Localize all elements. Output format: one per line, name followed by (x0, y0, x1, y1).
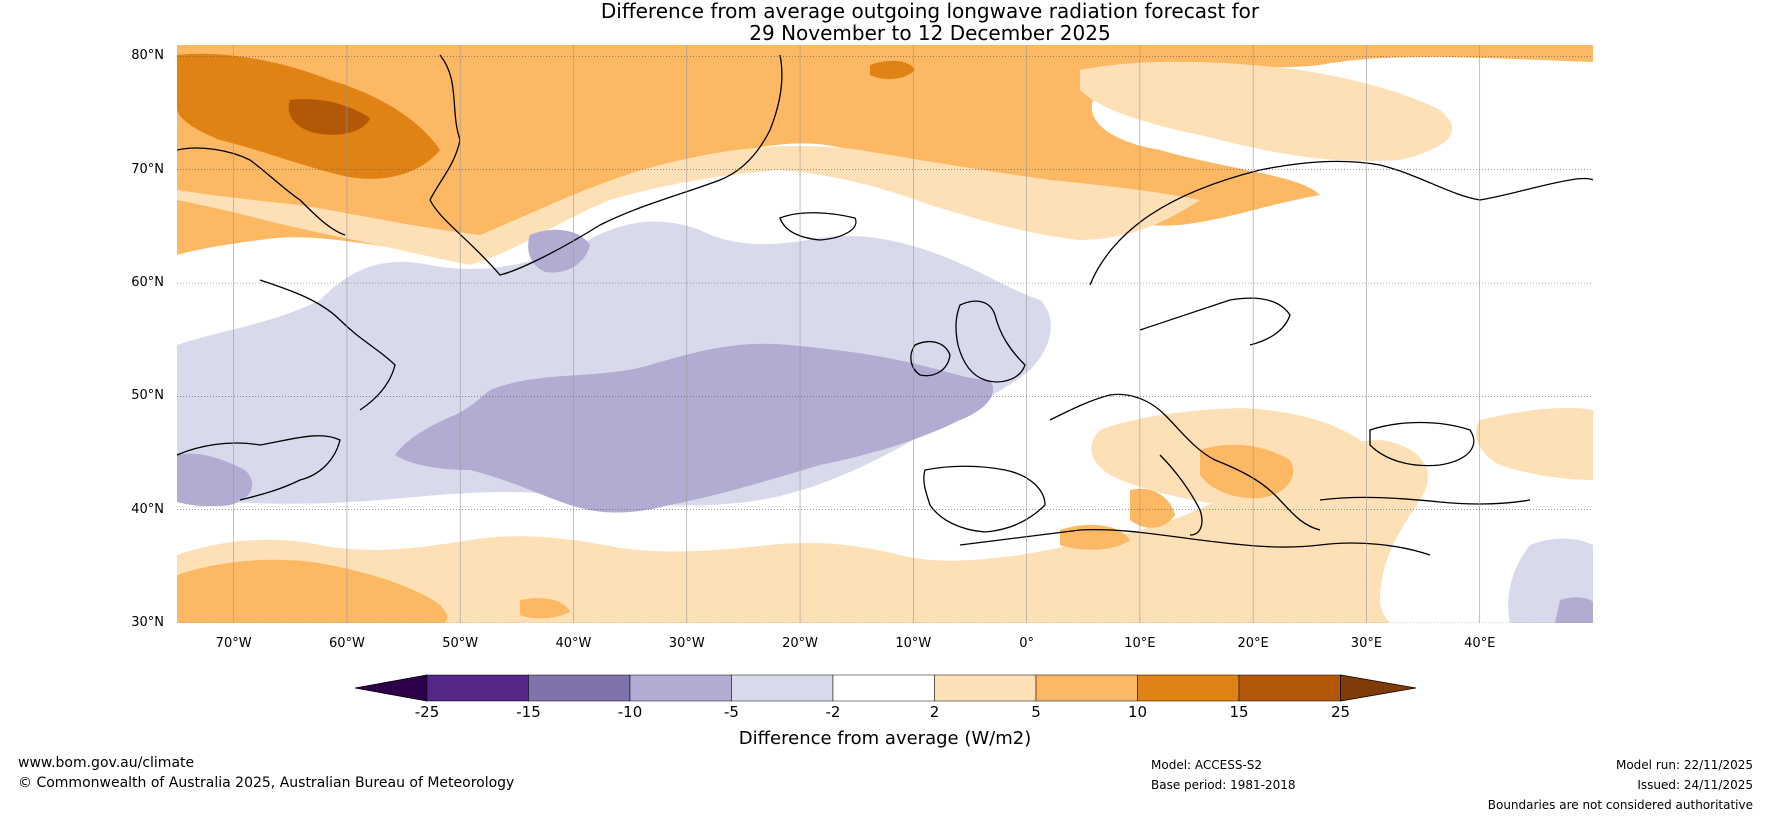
north-africa-coast (959, 529, 1431, 556)
anomaly-subtropical-5-10 (177, 559, 448, 623)
colorbar-bin (934, 674, 1037, 702)
colorbar-tick-label: -15 (516, 703, 541, 721)
anomaly-subtropical-2-5 (177, 440, 1428, 623)
colorbar-bin (1238, 674, 1341, 702)
colorbar-bin (629, 674, 732, 702)
anomaly-mid-atlantic-5-10 (520, 598, 570, 619)
canada-east-coast (177, 435, 341, 501)
colorbar-tick-label: 5 (1031, 703, 1041, 721)
coastlines (177, 54, 1593, 556)
iceland-coast (779, 212, 857, 241)
colorbar-label: Difference from average (W/m2) (738, 728, 1032, 749)
colorbar-bin (731, 674, 834, 702)
graticule (177, 45, 1593, 623)
italy-coast (1159, 454, 1203, 536)
baffin-coast (177, 147, 346, 236)
latitude-label: 50°N (131, 388, 164, 404)
british-isles-coast (955, 300, 1026, 383)
greenland-coast (429, 54, 783, 276)
ireland-coast (910, 341, 951, 377)
colorbar-tick-label: 10 (1127, 703, 1148, 721)
longitude-label: 40°W (555, 636, 592, 651)
colorbar-tick-label: -25 (414, 703, 440, 721)
anomaly-italy-5-10 (1130, 488, 1175, 528)
anomaly-greenland-south-2-5 (177, 145, 1200, 265)
colorbar-bin (1137, 674, 1240, 702)
latitude-label: 70°N (131, 161, 164, 177)
colorbar-tick-label: 2 (929, 703, 940, 721)
latitude-label: 60°N (131, 275, 164, 290)
iberia-coast (923, 465, 1046, 533)
longitude-label: 30°E (1350, 636, 1383, 651)
base-period-text: Base period: 1981-2018 (1151, 778, 1296, 792)
latitude-label: 30°N (131, 615, 164, 630)
anomaly-middle-east-neg-10-5 (1555, 597, 1593, 623)
colorbar-bin (832, 674, 935, 702)
colorbar-extend-high (1340, 674, 1417, 702)
colorbar-bin (528, 674, 631, 702)
anomaly-balkans-5-10 (1200, 444, 1294, 499)
colorbar-tick-label: -2 (825, 703, 841, 721)
colorbar (354, 674, 1417, 702)
turkey-coast (1319, 496, 1531, 505)
anomaly-greenland-15-25 (288, 99, 370, 135)
colorbar-extend-low (354, 674, 428, 702)
longitude-label: 20°W (782, 636, 818, 651)
longitude-label: 30°W (668, 636, 705, 651)
colorbar-tick-label: -10 (617, 703, 643, 721)
latitude-label: 40°N (131, 501, 164, 517)
longitude-label: 40°E (1464, 636, 1496, 651)
europe-west-coast (1049, 393, 1321, 531)
baltic-coast (1139, 297, 1291, 346)
anomaly-svalbard-10-15 (870, 60, 915, 80)
colorbar-tick-label: -5 (724, 703, 739, 721)
longitude-label: 10°W (895, 636, 932, 651)
anomaly-black-sea-east-2-5 (1476, 408, 1593, 480)
colorbar-bin (1035, 674, 1138, 702)
website-link[interactable]: www.bom.gov.au/climate (18, 755, 195, 771)
black-sea-coast (1369, 421, 1475, 467)
longitude-label: 0° (1019, 636, 1034, 651)
model-run-text: Model run: 22/11/2025 (1615, 758, 1753, 772)
copyright-text: © Commonwealth of Australia 2025, Austra… (18, 775, 515, 791)
issued-text: Issued: 24/11/2025 (1637, 778, 1753, 792)
longitude-label: 20°E (1237, 636, 1269, 651)
colorbar-tick-label: 15 (1229, 703, 1249, 721)
longitude-label: 70°W (215, 636, 252, 651)
map-area (177, 45, 1593, 623)
longitude-label: 60°W (328, 636, 365, 651)
title-line-2: 29 November to 12 December 2025 (749, 21, 1111, 45)
anomaly-arctic-2-5 (1080, 61, 1453, 161)
title-line-1: Difference from average outgoing longwav… (600, 0, 1260, 23)
anomaly-sahara-5-10 (1060, 524, 1130, 550)
labrador-coast (259, 279, 396, 411)
colorbar-tick-label: 25 (1330, 703, 1351, 721)
model-text: Model: ACCESS-S2 (1151, 758, 1263, 772)
anomaly-central-atlantic-neg-10-5 (395, 343, 994, 513)
colorbar-bin (426, 674, 529, 702)
longitude-label: 10°E (1124, 636, 1156, 651)
longitude-label: 50°W (442, 636, 479, 651)
scandinavia-coast (1089, 160, 1593, 286)
latitude-label: 80°N (131, 48, 164, 64)
anomaly-arctic-5-10 (177, 45, 1593, 255)
disclaimer-text: Boundaries are not considered authoritat… (1487, 798, 1753, 812)
